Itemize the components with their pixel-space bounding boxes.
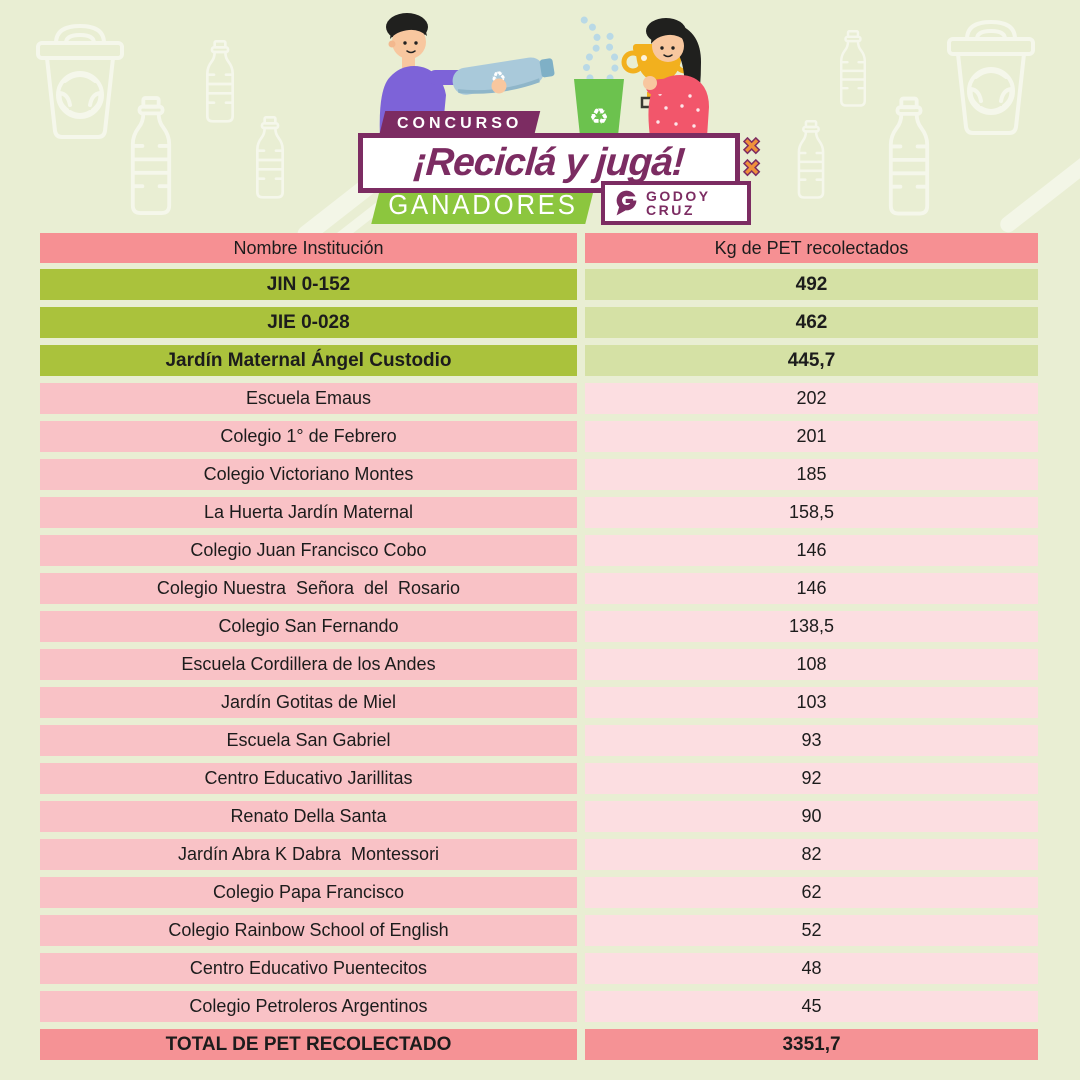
institution-name-cell: Colegio Petroleros Argentinos xyxy=(40,991,577,1022)
kg-value-cell: 82 xyxy=(585,839,1038,870)
institution-name-cell: Renato Della Santa xyxy=(40,801,577,832)
table-row: Colegio Juan Francisco Cobo 146 xyxy=(40,535,1038,566)
table-total-row: TOTAL DE PET RECOLECTADO 3351,7 xyxy=(40,1029,1038,1060)
table-row: Colegio Petroleros Argentinos 45 xyxy=(40,991,1038,1022)
kg-value-cell: 62 xyxy=(585,877,1038,908)
man-hand xyxy=(491,78,507,94)
institution-name-cell: Colegio Rainbow School of English xyxy=(40,915,577,946)
table-row: Escuela San Gabriel 93 xyxy=(40,725,1038,756)
institution-name-cell: Jardín Maternal Ángel Custodio xyxy=(40,345,577,376)
kg-value-cell: 92 xyxy=(585,763,1038,794)
kg-value-cell: 462 xyxy=(585,307,1038,338)
table-row: Escuela Cordillera de los Andes 108 xyxy=(40,649,1038,680)
kg-value-cell: 90 xyxy=(585,801,1038,832)
trash-can-icon xyxy=(36,24,124,139)
institution-name-cell: Escuela San Gabriel xyxy=(40,725,577,756)
institution-name-cell: Colegio Juan Francisco Cobo xyxy=(40,535,577,566)
institution-name-cell: JIN 0-152 xyxy=(40,269,577,300)
institution-name-cell: Jardín Abra K Dabra Montessori xyxy=(40,839,577,870)
kg-value-cell: 185 xyxy=(585,459,1038,490)
godoy-cruz-pin-icon xyxy=(616,190,638,216)
contest-badge-label: CONCURSO xyxy=(397,115,523,132)
table-row: JIN 0-152 492 xyxy=(40,269,1038,300)
logo-wordmark: GODOY CRUZ xyxy=(646,189,711,217)
table-row: Centro Educativo Puentecitos 48 xyxy=(40,953,1038,984)
bottle-icon xyxy=(256,116,284,199)
trash-can-icon xyxy=(947,20,1035,135)
kg-value-cell: 93 xyxy=(585,725,1038,756)
total-label-cell: TOTAL DE PET RECOLECTADO xyxy=(40,1029,577,1060)
institution-name-cell: Colegio San Fernando xyxy=(40,611,577,642)
decorative-crosses: ✖ ✖ xyxy=(741,133,762,181)
table-row: Jardín Gotitas de Miel 103 xyxy=(40,687,1038,718)
table-row: Colegio 1° de Febrero 201 xyxy=(40,421,1038,452)
poster-title: ¡Reciclá y jugá! xyxy=(412,141,686,184)
table-row: Colegio Papa Francisco 62 xyxy=(40,877,1038,908)
kg-value-cell: 201 xyxy=(585,421,1038,452)
table-row: Renato Della Santa 90 xyxy=(40,801,1038,832)
kg-value-cell: 146 xyxy=(585,573,1038,604)
kg-value-cell: 52 xyxy=(585,915,1038,946)
sparkles-icon xyxy=(580,16,620,82)
bottle-icon xyxy=(888,96,930,216)
kg-value-cell: 45 xyxy=(585,991,1038,1022)
results-table: Nombre Institución Kg de PET recolectado… xyxy=(40,233,1038,1060)
table-rows: JIN 0-152 492 JIE 0-028 462 Jardín Mater… xyxy=(40,269,1038,1022)
kg-value-cell: 138,5 xyxy=(585,611,1038,642)
table-row: JIE 0-028 462 xyxy=(40,307,1038,338)
bottle-icon xyxy=(130,96,172,215)
table-row: Colegio San Fernando 138,5 xyxy=(40,611,1038,642)
table-row: Colegio Victoriano Montes 185 xyxy=(40,459,1038,490)
orange-cross-icon: ✖ xyxy=(741,133,762,159)
institution-name-cell: JIE 0-028 xyxy=(40,307,577,338)
woman-with-trophy xyxy=(643,18,709,137)
godoy-cruz-logo: GODOY CRUZ xyxy=(601,181,751,225)
table-row: Jardín Maternal Ángel Custodio 445,7 xyxy=(40,345,1038,376)
winners-banner-label: GANADORES xyxy=(388,189,578,220)
institution-name-cell: Colegio Victoriano Montes xyxy=(40,459,577,490)
kg-value-cell: 445,7 xyxy=(585,345,1038,376)
bottle-icon xyxy=(839,30,867,107)
institution-name-cell: Escuela Cordillera de los Andes xyxy=(40,649,577,680)
institution-name-cell: La Huerta Jardín Maternal xyxy=(40,497,577,528)
svg-text:♻: ♻ xyxy=(589,104,609,129)
bottle-icon xyxy=(797,120,825,199)
logo-line-2: CRUZ xyxy=(646,202,695,218)
institution-name-cell: Colegio Nuestra Señora del Rosario xyxy=(40,573,577,604)
column-header-institution: Nombre Institución xyxy=(40,233,577,263)
recycling-bin-icon: ♻ xyxy=(574,79,624,136)
institution-name-cell: Escuela Emaus xyxy=(40,383,577,414)
kg-value-cell: 108 xyxy=(585,649,1038,680)
table-row: Centro Educativo Jarillitas 92 xyxy=(40,763,1038,794)
kg-value-cell: 103 xyxy=(585,687,1038,718)
kg-value-cell: 492 xyxy=(585,269,1038,300)
table-row: Colegio Nuestra Señora del Rosario 146 xyxy=(40,573,1038,604)
column-header-kg: Kg de PET recolectados xyxy=(585,233,1038,263)
institution-name-cell: Centro Educativo Jarillitas xyxy=(40,763,577,794)
table-row: La Huerta Jardín Maternal 158,5 xyxy=(40,497,1038,528)
institution-name-cell: Jardín Gotitas de Miel xyxy=(40,687,577,718)
kg-value-cell: 158,5 xyxy=(585,497,1038,528)
table-row: Jardín Abra K Dabra Montessori 82 xyxy=(40,839,1038,870)
institution-name-cell: Centro Educativo Puentecitos xyxy=(40,953,577,984)
kg-value-cell: 146 xyxy=(585,535,1038,566)
contest-badge: CONCURSO xyxy=(378,111,541,137)
kg-value-cell: 48 xyxy=(585,953,1038,984)
kg-value-cell: 202 xyxy=(585,383,1038,414)
bottle-icon xyxy=(205,40,235,123)
table-row: Escuela Emaus 202 xyxy=(40,383,1038,414)
logo-line-1: GODOY xyxy=(646,188,711,204)
diagonal-stripe xyxy=(997,124,1080,236)
institution-name-cell: Colegio Papa Francisco xyxy=(40,877,577,908)
table-row: Colegio Rainbow School of English 52 xyxy=(40,915,1038,946)
institution-name-cell: Colegio 1° de Febrero xyxy=(40,421,577,452)
orange-cross-icon: ✖ xyxy=(741,155,762,181)
table-header-row: Nombre Institución Kg de PET recolectado… xyxy=(40,233,1038,263)
plastic-bottle-icon: ♻ xyxy=(452,57,555,95)
total-value-cell: 3351,7 xyxy=(585,1029,1038,1060)
